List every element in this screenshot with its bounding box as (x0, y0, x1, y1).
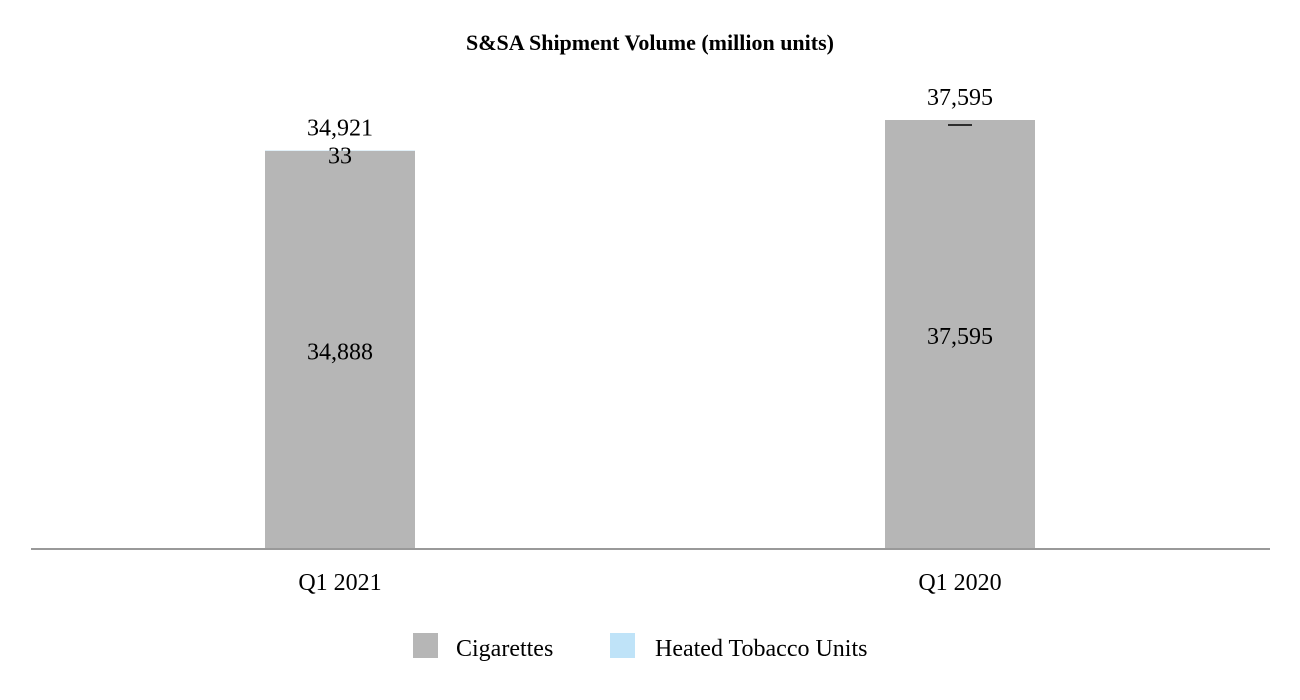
x-tick-label-0: Q1 2021 (298, 570, 381, 596)
legend-label-0: Cigarettes (456, 636, 553, 662)
data-label-total-1: 37,595 (927, 85, 993, 111)
data-label-cigarettes-0: 34,888 (307, 339, 373, 365)
data-label-heated-tobacco-0: 33 (328, 143, 352, 169)
chart-title: S&SA Shipment Volume (million units) (466, 30, 834, 55)
bars-layer (265, 120, 1035, 549)
data-label-total-0: 34,921 (307, 115, 373, 141)
legend-swatch-1 (610, 633, 635, 658)
x-tick-label-1: Q1 2020 (918, 570, 1001, 596)
legend: Cigarettes Heated Tobacco Units (413, 633, 867, 662)
x-tick-labels: Q1 2021 Q1 2020 (298, 570, 1001, 596)
legend-swatch-0 (413, 633, 438, 658)
data-label-cigarettes-1: 37,595 (927, 324, 993, 350)
bar-cigarettes-1 (885, 120, 1035, 548)
bar-cigarettes-0 (265, 150, 415, 549)
legend-label-1: Heated Tobacco Units (655, 636, 867, 662)
